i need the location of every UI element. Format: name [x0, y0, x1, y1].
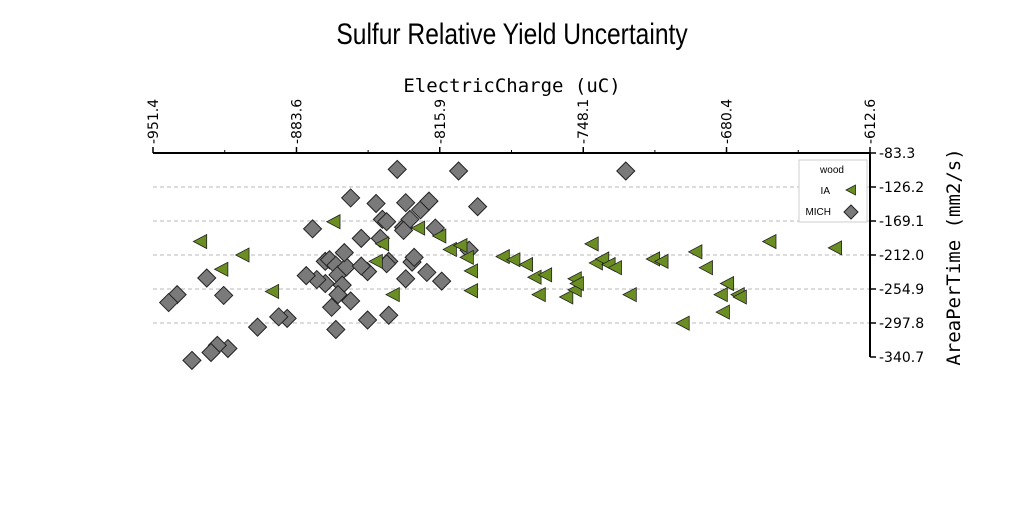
data-point-mich: [158, 292, 179, 313]
y-tick-label: -169.1: [879, 214, 924, 230]
data-point-ia: [410, 220, 426, 236]
y-tick-label: -254.9: [879, 282, 924, 298]
data-point-mich: [197, 268, 217, 288]
y-tick-label: -212.0: [879, 248, 924, 264]
data-point-mich: [269, 307, 289, 327]
data-point-mich: [213, 285, 234, 306]
data-point-ia: [719, 275, 735, 292]
data-point-ia: [645, 251, 660, 267]
data-point-ia: [715, 304, 730, 320]
data-point-mich: [340, 188, 361, 208]
data-point-mich: [393, 220, 414, 241]
data-point-mich: [395, 269, 416, 289]
data-point-ia: [213, 261, 229, 277]
data-point-ia: [374, 236, 390, 252]
data-point-mich: [404, 247, 424, 268]
data-point-mich: [201, 342, 221, 363]
data-point-ia: [558, 289, 574, 305]
data-point-mich: [334, 242, 355, 263]
data-point-ia: [698, 260, 713, 276]
data-point-ia: [537, 267, 553, 283]
data-point-ia: [385, 286, 400, 303]
data-point-mich: [395, 192, 416, 213]
data-point-ia: [325, 214, 341, 230]
data-point-ia: [192, 233, 208, 250]
data-point-ia: [713, 286, 728, 303]
data-point-ia: [431, 228, 447, 244]
data-point-mich: [321, 297, 342, 318]
data-point-mich: [296, 265, 316, 286]
data-point-mich: [616, 161, 636, 181]
data-points: [158, 159, 842, 371]
x-tick-label: -612.6: [863, 99, 879, 144]
data-point-mich: [302, 219, 323, 239]
data-point-ia: [526, 269, 542, 285]
data-point-ia: [827, 240, 842, 256]
data-point-ia: [452, 237, 468, 254]
y-axis-ticks: -83.3 -126.2 -169.1 -212.0 -254.9 -297.8 -340.…: [870, 146, 924, 366]
data-point-mich: [326, 319, 346, 340]
x-tick-label: -883.6: [289, 99, 305, 144]
x-tick-label: -815.9: [433, 99, 449, 144]
y-axis-label: AreaPerTime (mm2/s): [943, 148, 965, 365]
data-point-mich: [366, 193, 386, 214]
data-point-ia: [675, 315, 690, 331]
x-tick-label: -951.4: [146, 99, 162, 144]
data-point-ia: [505, 252, 521, 268]
legend-label-mich: MICH: [805, 207, 831, 218]
legend-marker-mich: [843, 204, 859, 220]
legend-marker-ia: [845, 184, 856, 196]
data-point-ia: [761, 233, 777, 250]
data-point-mich: [379, 305, 399, 325]
data-point-ia: [234, 247, 250, 263]
data-point-mich: [417, 262, 437, 283]
data-point-ia: [442, 241, 457, 258]
data-point-ia: [518, 256, 534, 273]
data-point-ia: [622, 286, 637, 303]
data-point-mich: [357, 310, 378, 330]
data-point-ia: [495, 248, 510, 265]
data-point-mich: [351, 228, 371, 249]
gridlines: [153, 186, 870, 324]
data-point-mich: [328, 284, 348, 305]
data-point-mich: [467, 196, 488, 217]
data-point-ia: [463, 283, 478, 299]
data-point-mich: [336, 257, 357, 277]
chart-title: Sulfur Relative Yield Uncertainty: [336, 17, 688, 51]
legend: wood IA MICH: [798, 159, 868, 223]
legend-label-ia: IA: [821, 186, 831, 197]
data-point-mich: [340, 291, 361, 311]
data-point-ia: [687, 244, 703, 260]
data-point-mich: [448, 161, 469, 181]
data-point-ia: [368, 253, 383, 270]
legend-markers: [843, 184, 859, 220]
data-point-mich: [431, 271, 452, 291]
y-tick-label: -126.2: [879, 180, 924, 196]
data-point-ia: [264, 283, 280, 300]
y-tick-label: -83.3: [879, 146, 915, 162]
data-point-mich: [247, 317, 268, 337]
data-point-ia: [569, 275, 584, 292]
data-point-mich: [351, 256, 371, 276]
data-point-ia: [732, 289, 747, 305]
x-tick-label: -680.4: [720, 99, 736, 144]
data-point-ia: [463, 263, 478, 279]
data-point-ia: [584, 236, 599, 252]
x-axis-label: ElectricCharge (uC): [403, 75, 620, 97]
y-tick-label: -297.8: [879, 316, 924, 332]
data-point-ia: [607, 260, 622, 276]
data-point-mich: [182, 350, 202, 371]
y-tick-label: -340.7: [879, 350, 924, 366]
x-axis-ticks: -951.4 -883.6 -815.9 -748.1 -680.4 -612.6: [146, 99, 879, 153]
data-point-mich: [376, 212, 397, 232]
data-point-mich: [419, 191, 439, 211]
data-point-ia: [531, 286, 546, 303]
x-tick-label: -748.1: [576, 99, 592, 144]
data-point-ia: [653, 253, 669, 270]
data-point-mich: [387, 159, 407, 180]
data-point-ia: [459, 249, 474, 266]
legend-title: wood: [819, 165, 844, 176]
